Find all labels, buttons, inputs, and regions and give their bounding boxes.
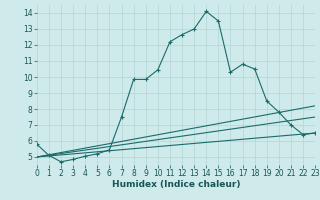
X-axis label: Humidex (Indice chaleur): Humidex (Indice chaleur)	[112, 180, 240, 189]
